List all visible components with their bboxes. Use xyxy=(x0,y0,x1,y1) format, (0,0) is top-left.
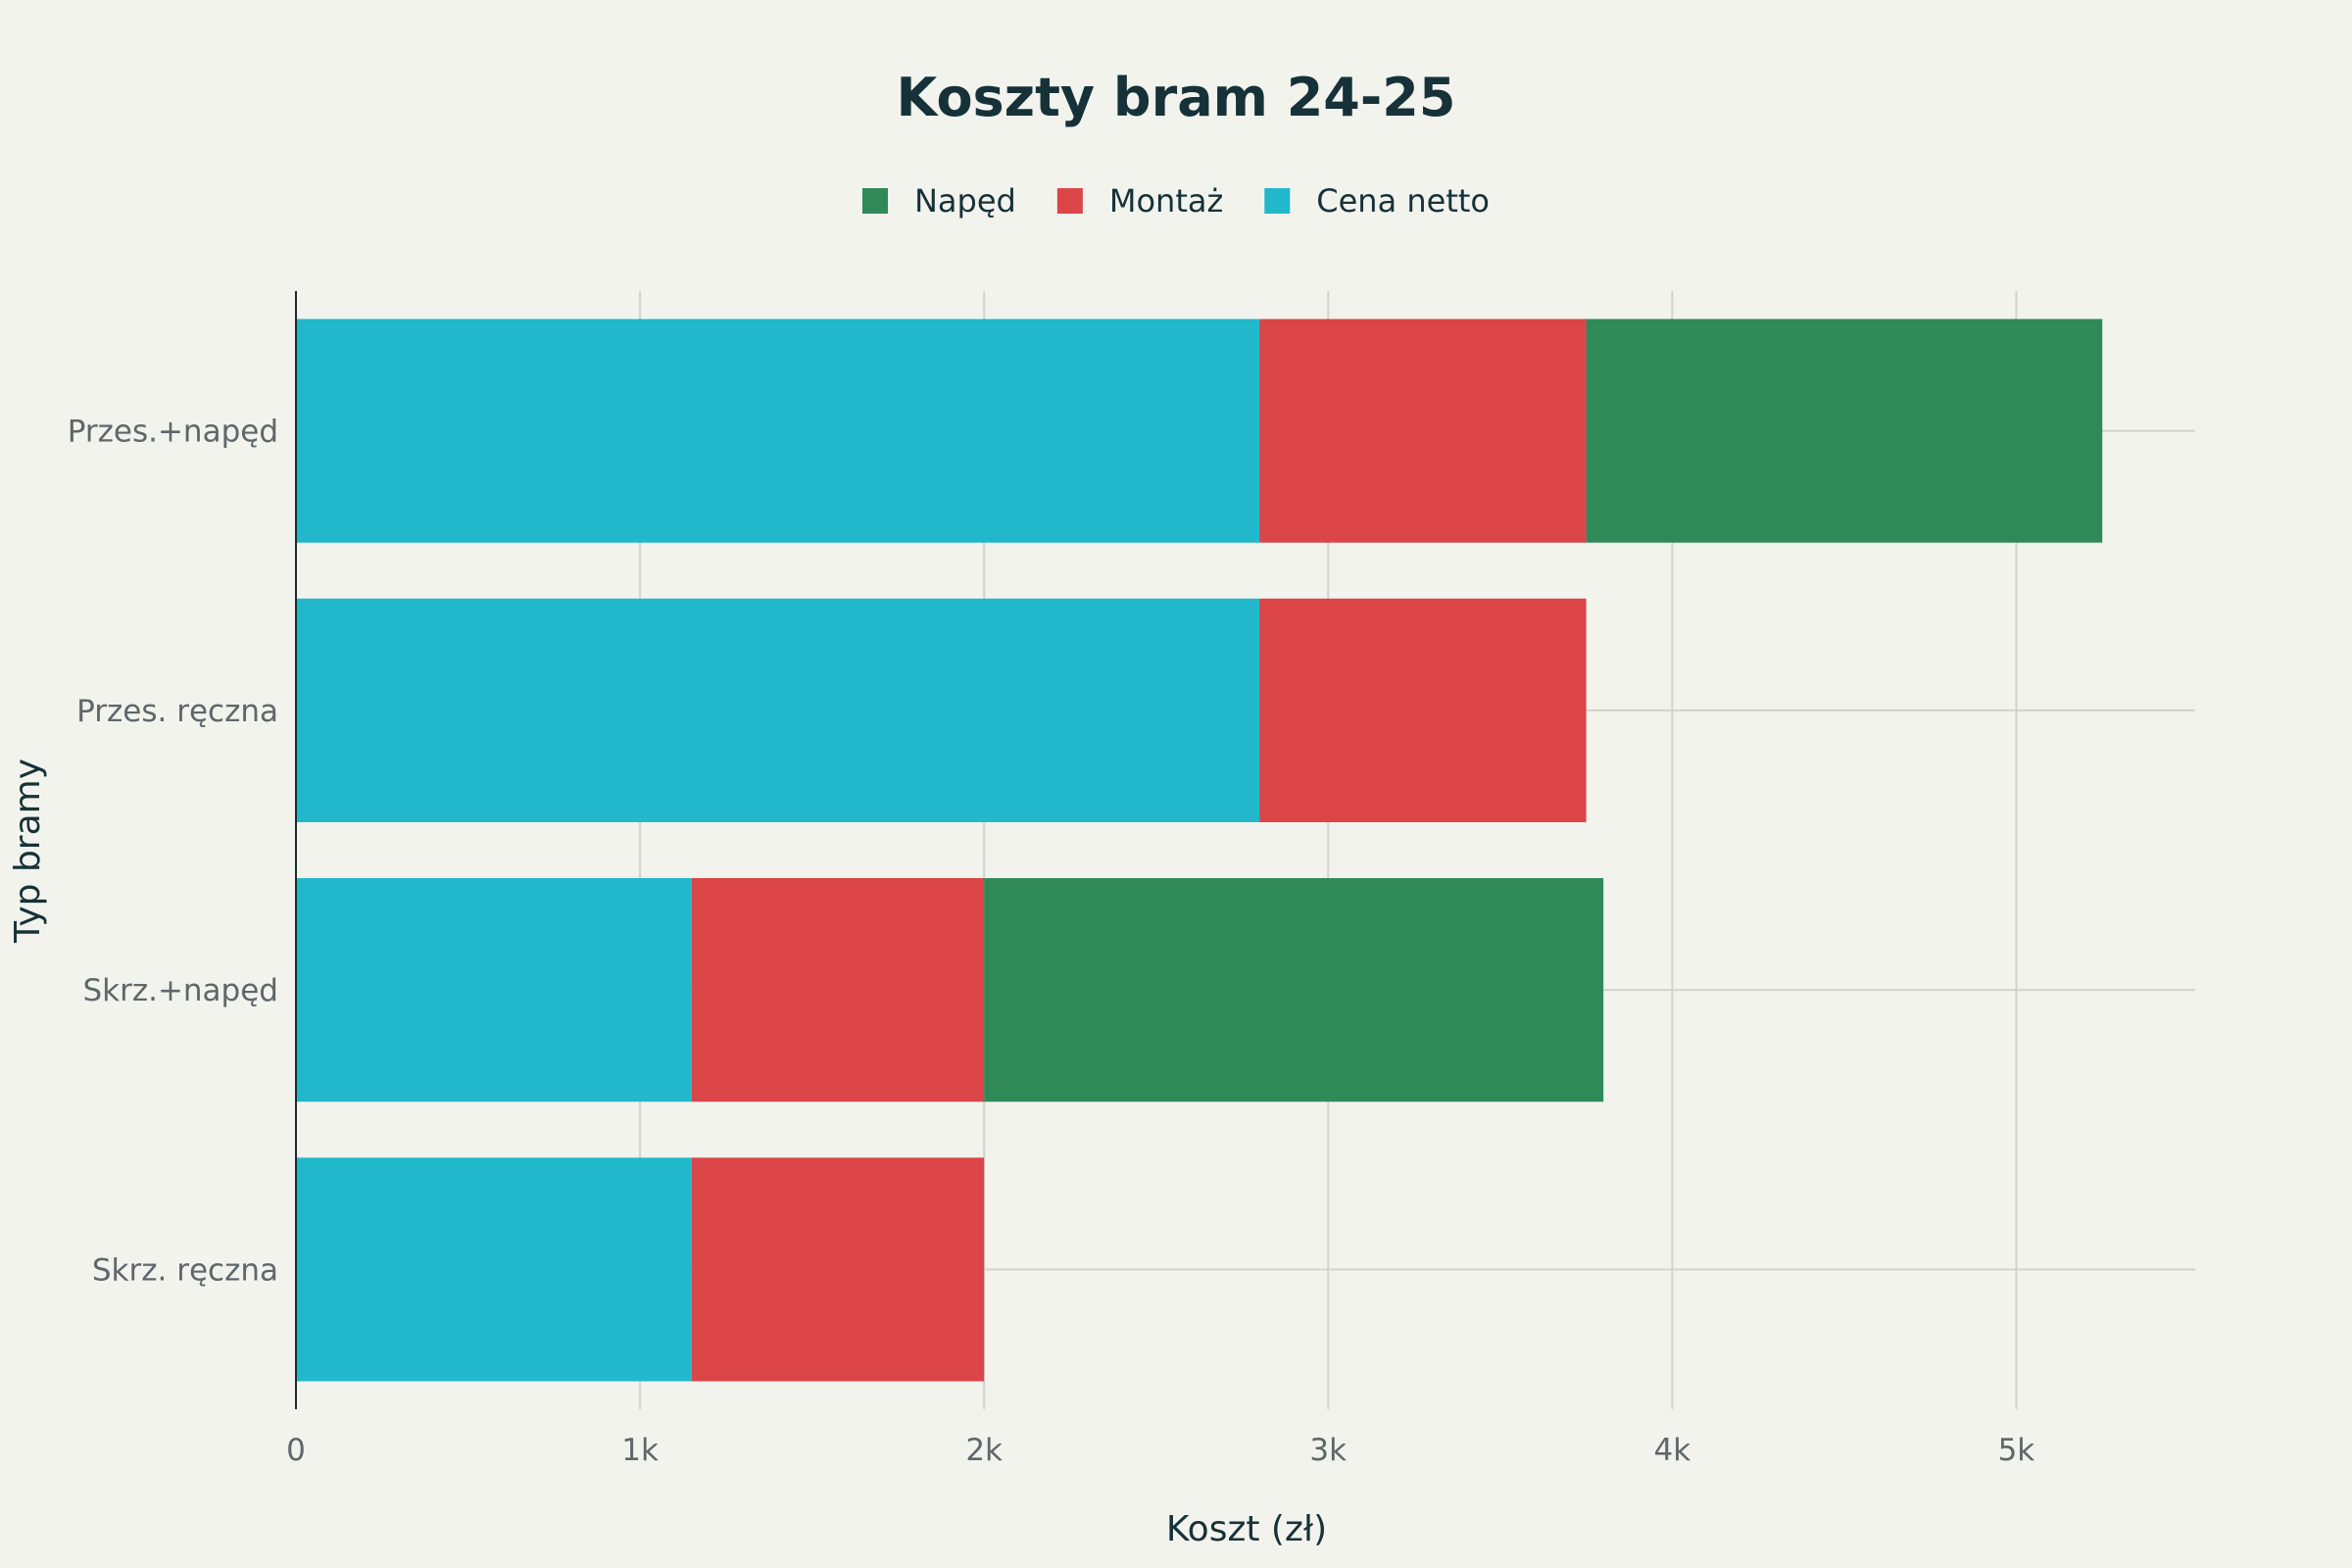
x-axis-title: Koszt (zł) xyxy=(1166,1509,1327,1549)
legend-swatch-nap-d xyxy=(861,188,888,214)
bar-przes-r-czna-monta xyxy=(1259,598,1587,822)
legend-label-nap-d: Napęd xyxy=(914,182,1016,220)
y-tick-label-przes-r-czna: Przes. ręczna xyxy=(76,694,278,729)
x-tick-label-1k: 1k xyxy=(621,1433,659,1468)
y-tick-label-przes-nap-d: Przes.+napęd xyxy=(68,415,278,450)
legend-swatch-monta xyxy=(1056,188,1083,214)
x-tick-label-0: 0 xyxy=(286,1433,306,1468)
legend-label-monta: Montaż xyxy=(1109,182,1223,220)
bar-przes-nap-d-nap-d xyxy=(1586,318,2103,543)
x-axis: 0 1k 2k 3k 4k 5k xyxy=(286,1433,2034,1468)
legend-swatch-cena-netto xyxy=(1264,188,1291,214)
y-tick-label-skrz-nap-d: Skrz.+napęd xyxy=(82,973,278,1008)
bar-przes-nap-d-monta xyxy=(1259,318,1587,543)
x-tick-label-2k: 2k xyxy=(965,1433,1003,1468)
bar-skrz-nap-d-monta xyxy=(691,878,985,1102)
bar-skrz-r-czna-monta xyxy=(691,1157,985,1382)
bar-skrz-r-czna-cena-netto xyxy=(296,1157,692,1382)
bars xyxy=(296,318,2103,1382)
x-tick-label-3k: 3k xyxy=(1309,1433,1347,1468)
y-tick-label-skrz-r-czna: Skrz. ręczna xyxy=(92,1252,278,1288)
y-axis-title: Typ bramy xyxy=(8,759,48,944)
bar-skrz-nap-d-cena-netto xyxy=(296,878,692,1102)
legend-label-cena-netto: Cena netto xyxy=(1316,182,1490,220)
bar-przes-r-czna-cena-netto xyxy=(296,598,1260,822)
y-axis: Przes.+napęd Przes. ręczna Skrz.+napęd Skrz… xyxy=(68,291,297,1409)
legend: Napęd Montaż Cena netto xyxy=(861,182,1490,220)
bar-przes-nap-d-cena-netto xyxy=(296,318,1260,543)
bar-skrz-nap-d-nap-d xyxy=(984,878,1604,1102)
chart-title: Koszty bram 24-25 xyxy=(897,67,1456,128)
x-tick-label-4k: 4k xyxy=(1654,1433,1691,1468)
x-tick-label-5k: 5k xyxy=(1998,1433,2035,1468)
